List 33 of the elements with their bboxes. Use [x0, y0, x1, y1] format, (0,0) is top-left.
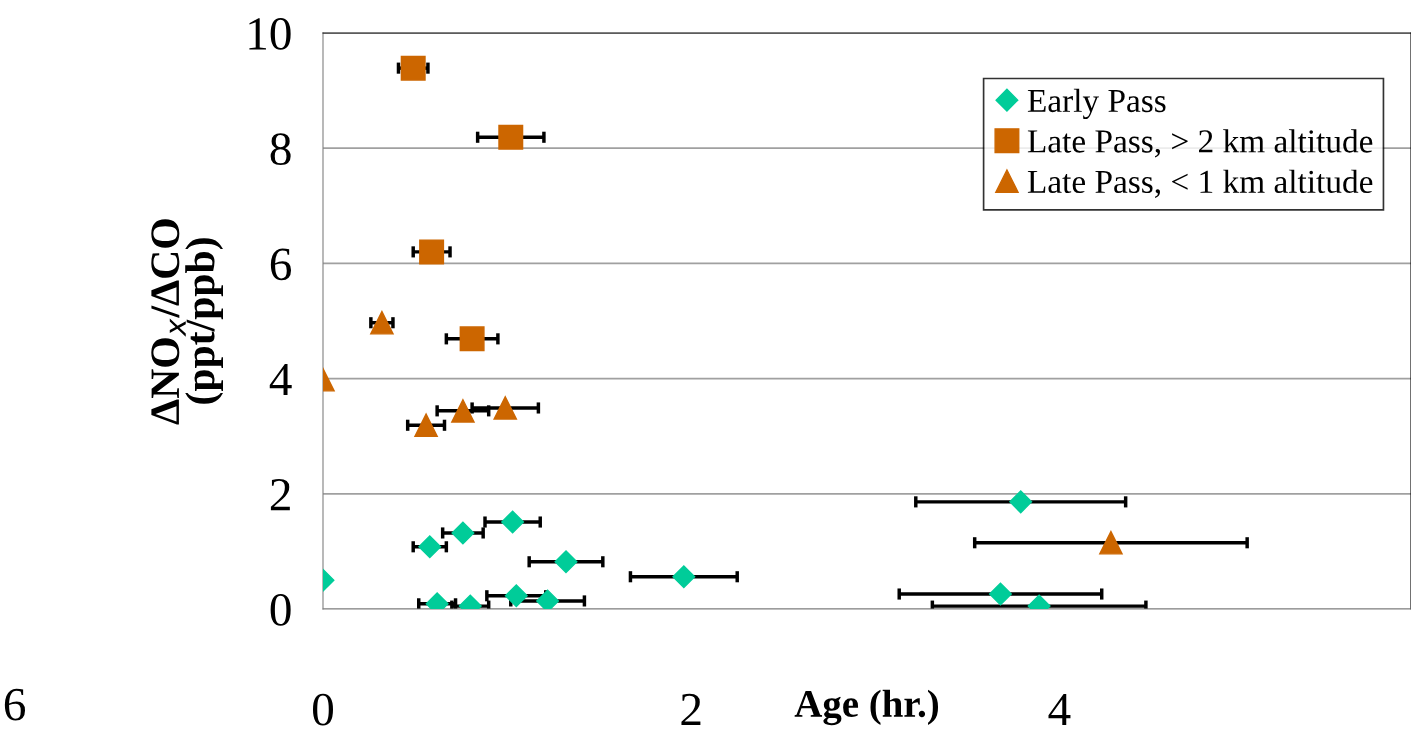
point	[501, 510, 525, 534]
legend-label: Late Pass, > 2 km altitude	[1027, 129, 1373, 158]
point	[493, 396, 518, 420]
point	[554, 550, 578, 574]
legend-label: Late Pass, < 1 km altitude	[1027, 169, 1373, 198]
y-tick-label: 0	[270, 593, 291, 626]
point	[459, 326, 485, 352]
x-axis-title: Age (hr.)	[794, 689, 939, 726]
point	[536, 589, 560, 609]
point	[504, 584, 528, 608]
x-tick-label: 4	[1048, 694, 1071, 726]
y-tick-label: 4	[269, 363, 292, 395]
point	[498, 124, 524, 150]
point	[451, 521, 475, 545]
y-tick-label: 10	[249, 17, 291, 50]
point	[1099, 530, 1123, 555]
point	[988, 582, 1012, 606]
point	[370, 310, 394, 335]
x-tick-label: 2	[681, 693, 701, 726]
x-tick-label: 0	[312, 693, 334, 726]
point	[414, 413, 438, 438]
point	[419, 239, 445, 265]
y-tick-label: 2	[270, 478, 290, 511]
y-tick-label: 6	[270, 248, 292, 281]
point	[672, 565, 696, 589]
text: 6	[4, 688, 26, 721]
legend-label: Early Pass	[1027, 88, 1166, 119]
point	[1009, 490, 1033, 514]
point	[451, 399, 475, 423]
point	[400, 55, 426, 81]
y-axis-title: ΔNO$_{x}$/ΔCO (ppt/ppb)	[151, 219, 223, 425]
y-tick-label: 8	[270, 133, 291, 166]
point	[418, 535, 442, 559]
